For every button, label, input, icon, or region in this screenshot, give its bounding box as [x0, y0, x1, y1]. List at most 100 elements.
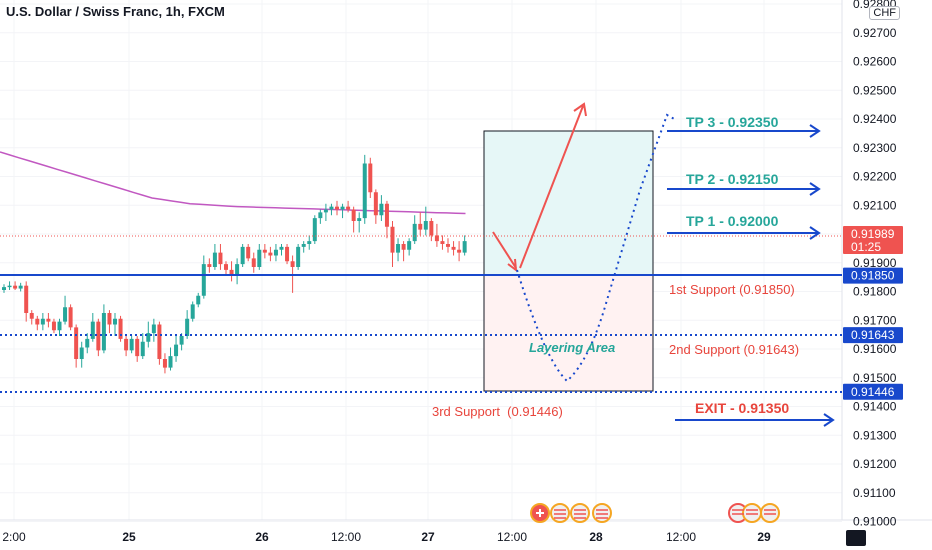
price-tick-label: 0.91600	[853, 342, 897, 356]
candle-body	[362, 163, 367, 219]
candle-body	[85, 338, 90, 348]
candle	[162, 353, 167, 374]
candle-body	[285, 246, 290, 262]
candle	[7, 281, 12, 290]
candle	[307, 235, 312, 250]
candle-body	[401, 244, 406, 250]
candle-body	[135, 338, 140, 357]
target-zone	[483, 130, 654, 276]
candle	[285, 244, 290, 265]
candle-body	[384, 203, 389, 227]
candle	[224, 261, 228, 276]
tp2-arrow	[667, 182, 821, 196]
price-tick-label: 0.92200	[853, 170, 897, 184]
exit-arrow	[675, 413, 835, 427]
candle-body	[51, 321, 56, 331]
candle-body	[457, 249, 462, 253]
candle-body	[440, 241, 445, 244]
candle	[357, 212, 362, 233]
candle-body	[429, 221, 434, 236]
candle	[79, 341, 84, 368]
price-tag-label: 0.91446	[851, 385, 895, 399]
candle	[346, 200, 351, 213]
us-flag-icon	[742, 503, 762, 523]
time-axis: 2:00 25 26 12:00 27 12:00 28 12:00 29	[2, 530, 771, 544]
candle-body	[451, 246, 456, 250]
candle	[185, 310, 190, 339]
candle	[373, 189, 378, 224]
candle	[451, 241, 456, 256]
us-flag-icon	[592, 503, 612, 523]
price-tick-label: 0.91200	[853, 457, 897, 471]
pullback-arrow	[492, 231, 517, 269]
candle-body	[379, 203, 384, 216]
candle-body	[373, 192, 378, 216]
candle	[201, 255, 206, 299]
time-tick-label: 12:00	[666, 530, 696, 544]
candle-body	[96, 321, 101, 351]
event-icons-group-2	[728, 503, 780, 523]
candle-body	[312, 218, 317, 242]
time-tick-label: 26	[255, 530, 269, 544]
candle	[90, 313, 95, 342]
candle-body	[179, 336, 184, 345]
price-tick-label: 0.92400	[853, 112, 897, 126]
price-tag-label: 0.91643	[851, 328, 895, 342]
candle	[429, 218, 434, 242]
candle-body	[240, 246, 245, 265]
chart-gridlines	[0, 0, 842, 522]
candle	[135, 336, 140, 362]
candle	[207, 258, 212, 273]
price-tick-label: 0.91800	[853, 285, 897, 299]
candle	[157, 321, 162, 365]
moving-average-path	[0, 151, 466, 215]
candle-body	[168, 356, 173, 368]
candle-body	[174, 344, 179, 357]
candle	[96, 318, 101, 357]
candle	[279, 244, 284, 256]
price-tick-label: 0.91400	[853, 400, 897, 414]
candle	[68, 304, 73, 331]
layering-zone	[483, 274, 654, 392]
candle-body	[407, 241, 412, 250]
candle	[240, 244, 245, 267]
candle-body	[2, 287, 6, 290]
candle	[446, 238, 450, 253]
currency-badge[interactable]: CHF	[869, 6, 900, 20]
candle-body	[13, 285, 18, 289]
candle	[218, 244, 223, 270]
candle	[107, 310, 112, 334]
candle	[212, 244, 217, 270]
moving-average-line	[0, 151, 466, 215]
candle-body	[146, 333, 151, 342]
rally-arrow	[519, 105, 584, 269]
countdown-label: 01:25	[851, 240, 881, 254]
price-tag-bg	[843, 327, 903, 344]
tradingview-logo-icon[interactable]	[846, 530, 866, 546]
tp1-arrow	[667, 226, 821, 240]
candle-body	[18, 285, 23, 289]
candle-body	[262, 249, 267, 253]
price-tick-label: 0.92500	[853, 83, 897, 97]
candle	[101, 304, 106, 354]
symbol-title[interactable]: U.S. Dollar / Swiss Franc, 1h, FXCM	[6, 4, 225, 19]
price-tag-label: 0.91850	[851, 269, 895, 283]
price-tick-label: 0.91900	[853, 256, 897, 270]
candle-body	[418, 223, 423, 230]
pullback-arrow-head	[507, 258, 518, 273]
candle	[18, 282, 23, 292]
candle-body	[318, 212, 323, 219]
candle	[85, 333, 90, 354]
candle-body	[185, 318, 190, 336]
candle	[390, 221, 395, 267]
time-tick-label: 29	[757, 530, 771, 544]
price-tag-bg	[843, 383, 903, 400]
candle-body	[462, 241, 467, 253]
candle-body	[129, 338, 134, 351]
candle-body	[140, 341, 145, 357]
candle	[190, 301, 195, 322]
price-tick-label: 0.92800	[853, 0, 897, 11]
support-3-label: 3rd Support (0.91446)	[432, 404, 563, 419]
